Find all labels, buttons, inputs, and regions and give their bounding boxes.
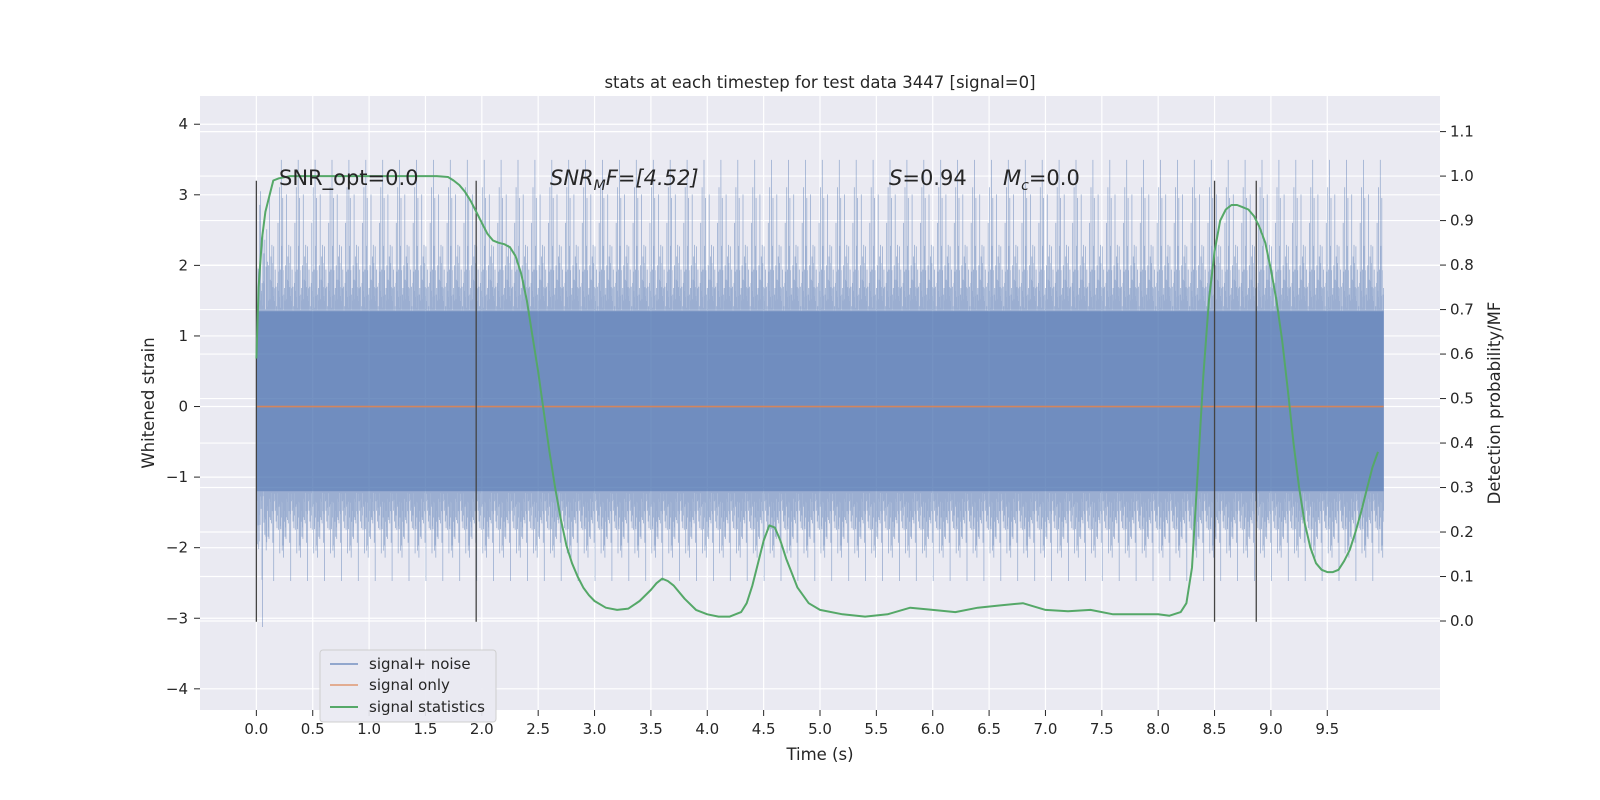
right-y-axis-ticks: 1.1 1.0 0.9 0.8 0.7 0.6 0.5 0.4 0.3 0.2 0.1 0.0 xyxy=(1440,123,1474,630)
x-tick-label: 7.5 xyxy=(1090,720,1114,738)
x-tick-label: 1.0 xyxy=(357,720,381,738)
x-tick-label: 6.5 xyxy=(977,720,1001,738)
right-y-tick-label: 0.3 xyxy=(1450,479,1474,497)
annotation-mc-value: Mc=0.0 xyxy=(1003,166,1080,194)
legend-box xyxy=(319,649,497,723)
x-tick-label: 7.0 xyxy=(1034,720,1058,738)
annotation-snr-opt: SNR_opt=0.0 xyxy=(279,166,419,191)
legend-label-signal-noise: signal+ noise xyxy=(369,655,471,673)
x-axis-ticks: 0.0 0.5 1.0 1.5 2.0 2.5 3.0 3.5 4.0 4.5 5.0 5.5 6.0 6… xyxy=(244,710,1339,738)
x-tick-label: 9.0 xyxy=(1259,720,1283,738)
x-tick-label: 8.0 xyxy=(1146,720,1170,738)
x-axis-label: Time (s) xyxy=(785,745,853,764)
right-y-tick-label: 0.1 xyxy=(1450,568,1474,586)
left-y-tick-label: 3 xyxy=(178,186,188,204)
x-tick-label: 5.0 xyxy=(808,720,832,738)
x-tick-label: 0.0 xyxy=(244,720,268,738)
left-y-tick-label: 2 xyxy=(178,256,188,274)
left-y-tick-label: −4 xyxy=(166,680,188,698)
chart-title: stats at each timestep for test data 344… xyxy=(604,73,1035,92)
x-tick-label: 2.5 xyxy=(526,720,550,738)
annotation-s-value: S=0.94 xyxy=(889,166,967,190)
left-y-axis-label: Whitened strain xyxy=(139,337,158,468)
legend-label-signal-statistics: signal statistics xyxy=(369,698,485,716)
x-tick-label: 8.5 xyxy=(1203,720,1227,738)
x-tick-label: 4.5 xyxy=(752,720,776,738)
right-y-tick-label: 0.5 xyxy=(1450,390,1474,408)
left-y-tick-label: −3 xyxy=(166,609,188,627)
x-tick-label: 4.0 xyxy=(695,720,719,738)
right-y-tick-label: 0.8 xyxy=(1450,256,1474,274)
x-tick-label: 6.0 xyxy=(921,720,945,738)
left-y-tick-label: 4 xyxy=(178,115,188,133)
right-y-tick-label: 0.2 xyxy=(1450,523,1474,541)
right-y-tick-label: 0.7 xyxy=(1450,301,1474,319)
series-signal-statistics xyxy=(255,175,1379,618)
left-y-tick-label: 0 xyxy=(178,398,188,416)
x-tick-label: 3.5 xyxy=(639,720,663,738)
left-y-tick-label: 1 xyxy=(178,327,188,345)
x-tick-label: 0.5 xyxy=(301,720,325,738)
x-tick-label: 5.5 xyxy=(864,720,888,738)
x-tick-label: 2.0 xyxy=(470,720,494,738)
left-y-tick-label: −1 xyxy=(166,468,188,486)
left-y-axis-ticks: 4 3 2 1 0 −1 −2 −3 −4 xyxy=(166,115,200,698)
right-y-tick-label: 1.1 xyxy=(1450,123,1474,141)
right-y-tick-label: 1.0 xyxy=(1450,167,1474,185)
x-tick-label: 3.0 xyxy=(583,720,607,738)
x-tick-label: 1.5 xyxy=(414,720,438,738)
legend: signal+ noise signal only signal statist… xyxy=(319,649,497,723)
series-signal-noise xyxy=(255,159,1384,627)
right-y-axis-label: Detection probability/MF xyxy=(1485,302,1504,505)
x-tick-label: 9.5 xyxy=(1315,720,1339,738)
signal-statistics-line xyxy=(255,175,1379,618)
right-y-tick-label: 0.4 xyxy=(1450,434,1474,452)
legend-label-signal-only: signal only xyxy=(369,676,450,694)
left-y-tick-label: −2 xyxy=(166,539,188,557)
right-y-tick-label: 0.0 xyxy=(1450,612,1474,630)
right-y-tick-label: 0.9 xyxy=(1450,212,1474,230)
right-y-tick-label: 0.6 xyxy=(1450,345,1474,363)
annotation-snr-mf: SNRMF=[4.52] xyxy=(550,166,699,194)
